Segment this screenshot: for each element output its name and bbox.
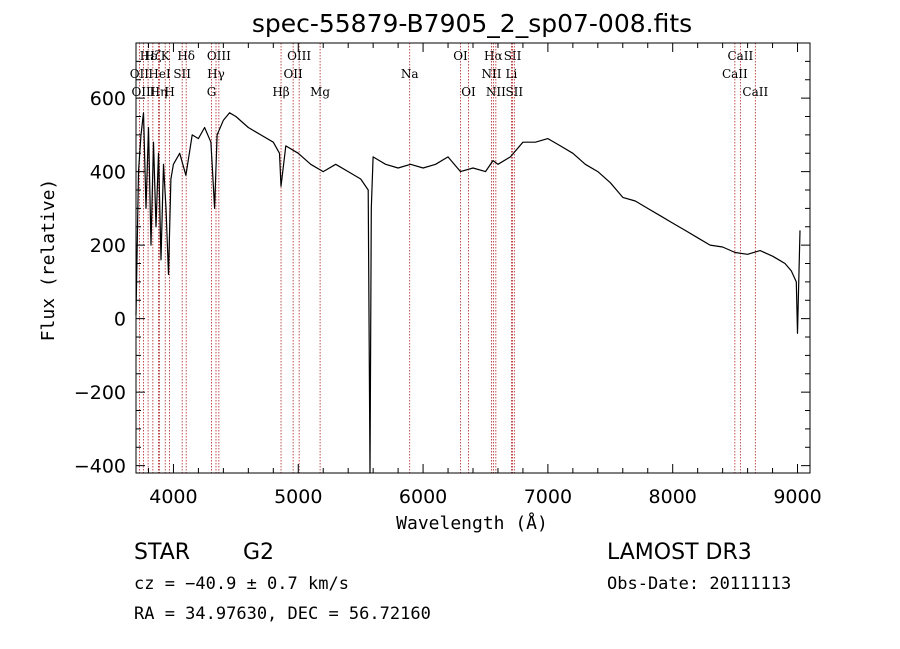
line-label: OIII	[131, 85, 155, 99]
line-label: NII	[486, 85, 506, 99]
survey-name: LAMOST DR3	[607, 540, 752, 565]
x-tick-label: 4000	[149, 486, 197, 508]
line-label: Hη	[150, 85, 168, 99]
line-label: OII	[130, 67, 150, 81]
line-label: OIII	[287, 49, 311, 63]
x-tick-label: 6000	[399, 486, 447, 508]
spectrum-line	[135, 112, 801, 474]
y-tick-label: 0	[114, 309, 126, 331]
line-label: OI	[461, 85, 476, 99]
obs-date: Obs-Date: 20111113	[607, 574, 792, 594]
object-class: STAR	[134, 540, 191, 565]
line-label: SII	[505, 85, 523, 99]
y-tick-label: 200	[90, 235, 126, 257]
redshift-text: cz = −40.9 ± 0.7 km/s	[134, 574, 349, 594]
line-label: CaII	[742, 85, 768, 99]
axis-ticks: 4000 5000 6000 7000 8000 9000 −400 −200 0 200 400 6…	[74, 43, 822, 508]
x-axis-label: Wavelength (Å)	[396, 512, 548, 534]
line-label: CaII	[722, 67, 748, 81]
line-label: HeI	[148, 67, 171, 81]
line-label: Hγ	[207, 67, 225, 81]
line-label: H	[164, 85, 174, 99]
x-tick-label: 7000	[524, 486, 572, 508]
line-label: G	[207, 85, 217, 99]
line-label: Na	[401, 67, 419, 81]
line-label: OII	[283, 67, 303, 81]
line-label: Hε	[140, 49, 157, 63]
line-label: CaII	[727, 49, 753, 63]
y-axis-label: Flux (relative)	[38, 179, 59, 342]
x-tick-label: 8000	[649, 486, 697, 508]
line-label: Hδ	[177, 49, 195, 63]
chart-title: spec-55879-B7905_2_sp07-008.fits	[252, 9, 692, 38]
plot-frame	[135, 42, 811, 474]
line-label: OI	[453, 49, 468, 63]
line-label: Mg	[310, 85, 330, 99]
y-tick-label: 400	[90, 162, 126, 184]
line-label: OIII	[207, 49, 231, 63]
series-group	[135, 112, 801, 474]
line-label: K	[161, 49, 171, 63]
line-label: Li	[506, 67, 518, 81]
line-label: SII	[173, 67, 191, 81]
object-subclass: G2	[243, 540, 275, 565]
line-label: NII	[481, 67, 501, 81]
x-tick-label: 9000	[773, 486, 821, 508]
y-tick-label: −200	[74, 382, 126, 404]
line-label: Hα	[484, 49, 503, 63]
line-label: SII	[504, 49, 522, 63]
ra-dec-text: RA = 34.97630, DEC = 56.72160	[134, 604, 431, 624]
line-label: Hζ	[144, 49, 161, 63]
y-tick-label: 600	[90, 88, 126, 110]
x-tick-label: 5000	[274, 486, 322, 508]
y-tick-label: −400	[74, 456, 126, 478]
line-label: Hβ	[272, 85, 289, 99]
